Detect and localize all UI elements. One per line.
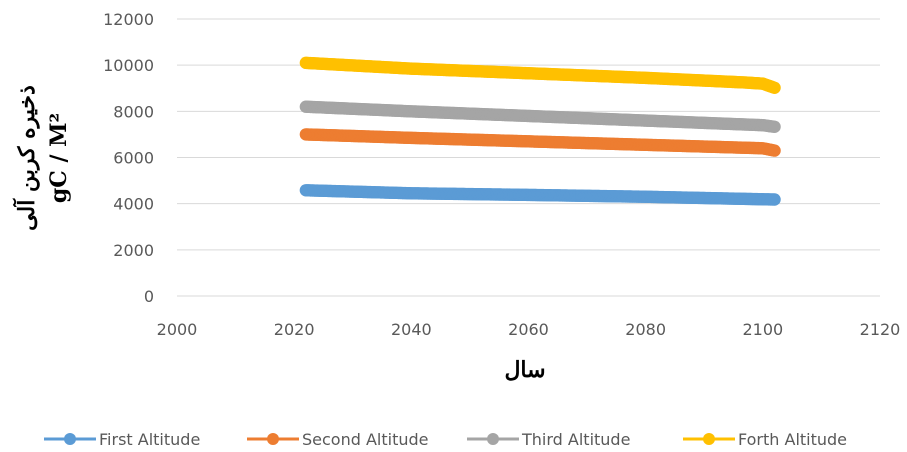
y-tick-label: 10000 bbox=[103, 56, 154, 75]
series-second-altitude bbox=[299, 128, 781, 157]
x-tick-label: 2060 bbox=[508, 320, 549, 339]
legend-item: First Altitude bbox=[44, 430, 200, 449]
data-point bbox=[768, 144, 781, 157]
series-first-altitude bbox=[299, 184, 781, 206]
legend: First Altitude Second Altitude Third Altit… bbox=[44, 430, 847, 449]
legend-item: Second Altitude bbox=[247, 430, 429, 449]
y-tick-label: 2000 bbox=[113, 241, 154, 260]
legend-marker bbox=[64, 433, 76, 445]
y-tick-label: 4000 bbox=[113, 195, 154, 214]
legend-item: Forth Altitude bbox=[683, 430, 847, 449]
y-tick-label: 8000 bbox=[113, 102, 154, 121]
x-tick-labels: 2000 2020 2040 2060 2080 2100 2120 bbox=[157, 320, 901, 339]
y-tick-label: 0 bbox=[144, 287, 154, 306]
y-tick-labels: 0 2000 4000 6000 8000 10000 12000 bbox=[103, 10, 154, 306]
gridlines bbox=[177, 18, 880, 297]
y-tick-label: 12000 bbox=[103, 10, 154, 29]
legend-item: Third Altitude bbox=[467, 430, 630, 449]
x-tick-label: 2040 bbox=[391, 320, 432, 339]
legend-label: First Altitude bbox=[99, 430, 200, 449]
legend-marker bbox=[703, 433, 715, 445]
x-tick-label: 2080 bbox=[625, 320, 666, 339]
x-axis-title: سال bbox=[504, 357, 545, 383]
series-third-altitude bbox=[299, 100, 781, 133]
y-axis-title-line1: ذخیره کربن آلی bbox=[12, 85, 40, 231]
legend-label: Forth Altitude bbox=[738, 430, 847, 449]
legend-label: Second Altitude bbox=[302, 430, 429, 449]
legend-label: Third Altitude bbox=[521, 430, 630, 449]
data-point bbox=[768, 120, 781, 133]
series-forth-altitude bbox=[299, 56, 781, 94]
data-point bbox=[768, 81, 781, 94]
legend-marker bbox=[487, 433, 499, 445]
x-tick-label: 2000 bbox=[157, 320, 198, 339]
x-tick-label: 2100 bbox=[742, 320, 783, 339]
x-tick-label: 2020 bbox=[274, 320, 315, 339]
data-point bbox=[768, 193, 781, 206]
y-axis-title-line2: gC / M² bbox=[46, 113, 72, 203]
plot-area bbox=[299, 56, 781, 206]
x-tick-label: 2120 bbox=[860, 320, 901, 339]
legend-marker bbox=[267, 433, 279, 445]
y-tick-label: 6000 bbox=[113, 149, 154, 168]
